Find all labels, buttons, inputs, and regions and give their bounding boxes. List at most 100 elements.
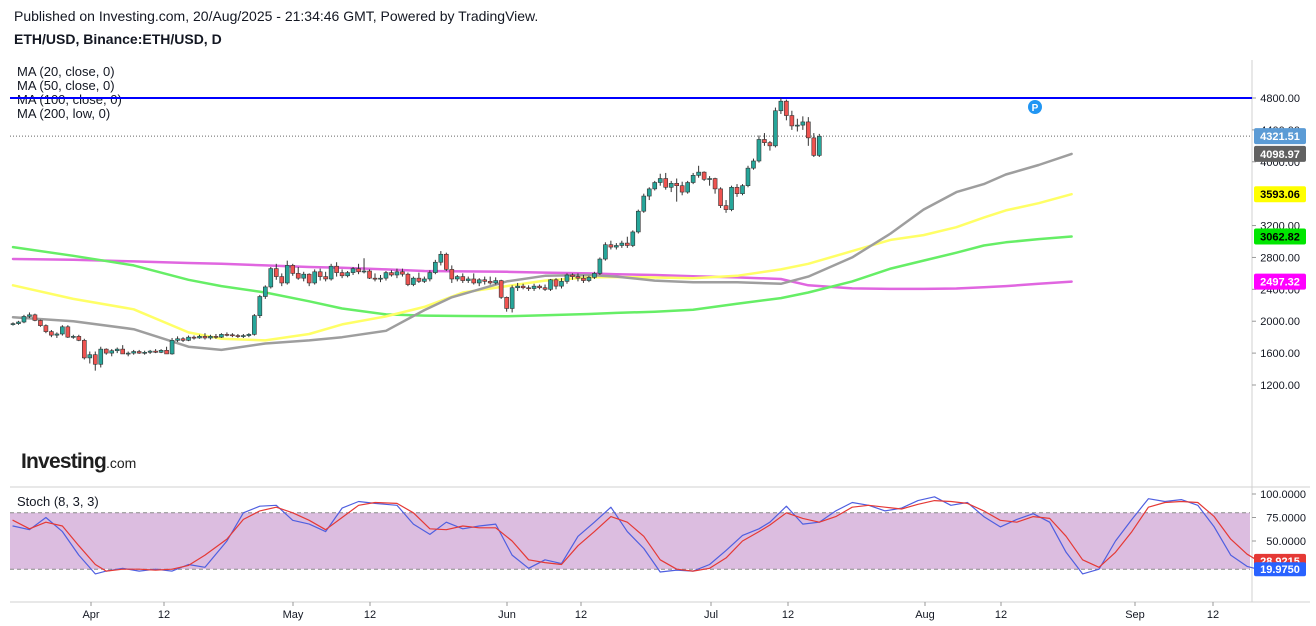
candle-body [603,244,608,260]
candle [668,180,674,193]
stoch-d-line [12,500,1259,572]
candle [175,336,180,342]
candle [268,267,274,289]
time-tick-label: 12 [575,609,587,621]
candle-body [208,336,213,339]
price-tick-label: 4800.00 [1260,93,1300,105]
candle [773,107,778,148]
candle-body [169,340,175,355]
candle-body [520,285,526,289]
candle [328,263,334,281]
candle-body [109,350,115,354]
ma200-line [11,257,1073,291]
candle-body [773,110,778,147]
candle [745,165,751,188]
candle [438,251,444,266]
candle-body [548,279,553,290]
candle [663,172,669,190]
candle [27,312,32,319]
candle [273,263,279,280]
candle-body [257,296,263,316]
published-caption: Published on Investing.com, 20/Aug/2025 … [14,8,539,24]
candle-body [630,231,636,246]
ma50-line [11,192,1073,342]
candle-body [526,287,531,290]
candle-body [471,278,477,284]
candle-body [306,273,312,284]
candle [230,333,235,338]
candle-body [49,331,54,336]
candle [723,200,729,213]
candle [60,325,65,336]
candle [153,349,158,354]
time-tick-label: Jul [704,609,718,621]
candle-body [625,242,630,246]
candle [482,276,488,285]
candle [49,329,54,338]
candle-body [751,160,756,169]
candle [312,269,317,285]
candle-body [400,271,405,275]
candle [235,333,241,338]
candle-body [685,182,690,193]
candle-body [553,279,559,287]
stoch-tick-label: 100.0000 [1260,489,1306,501]
candle [114,347,120,354]
candle-body [246,334,252,336]
candle-body [71,336,76,338]
candle [16,320,21,325]
candle [252,314,257,336]
candle-body [153,350,158,353]
candle-body [433,261,438,273]
candle [186,335,191,342]
candle [191,335,197,340]
candle-body [301,273,307,279]
candle [290,263,296,276]
candle-body [608,244,614,248]
candle-body [295,273,301,279]
candle-body [378,277,383,280]
candle-body [279,276,285,284]
ma-legend: MA (20, close, 0) MA (50, close, 0) MA (… [17,65,122,121]
time-tick-label: May [283,609,304,621]
candle [383,270,389,281]
candle-body [745,167,751,186]
candle-body [125,352,131,355]
candle [367,269,372,279]
logo-main: Investing [21,450,107,473]
candle [202,333,208,340]
candle-body [416,277,422,282]
candle-body [454,276,460,280]
candle [531,283,537,291]
candle-body [800,121,806,126]
candle-body [290,265,296,274]
candle-body [197,336,202,339]
candle-body [328,265,334,280]
time-tick-label: 12 [1207,609,1219,621]
candle-body [158,350,164,353]
candle [509,285,515,313]
candle [361,258,367,274]
candle [548,278,553,291]
candle [734,184,740,197]
candle-body [756,139,762,162]
candle [520,283,526,290]
candle-body [114,348,120,352]
candle [219,333,224,338]
candle [197,334,202,339]
candle-body [103,348,109,354]
investing-logo: Investing.com [21,450,136,474]
candle [603,242,608,261]
candle [471,273,477,285]
candle [657,173,663,186]
candle-body [87,354,93,359]
candle-body [32,314,38,321]
candle-body [811,137,817,156]
candle-body [131,351,136,354]
candle [718,187,723,209]
candle-body [82,340,87,359]
candle-body [476,279,482,284]
candle [454,274,460,282]
candle [685,180,690,194]
